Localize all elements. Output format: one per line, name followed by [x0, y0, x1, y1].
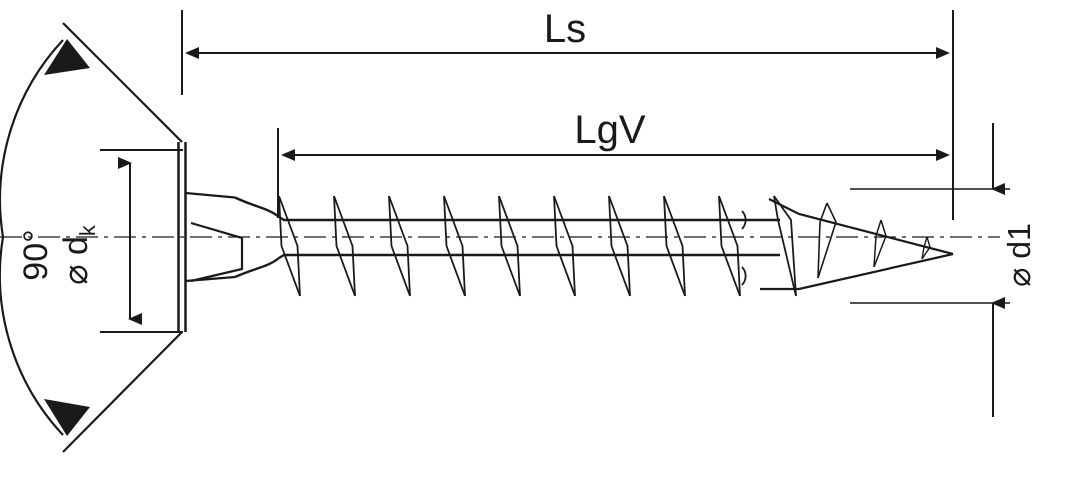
svg-text:Ls: Ls — [544, 7, 586, 51]
svg-text:LgV: LgV — [574, 108, 645, 152]
svg-text:⌀ d1: ⌀ d1 — [1001, 223, 1037, 287]
